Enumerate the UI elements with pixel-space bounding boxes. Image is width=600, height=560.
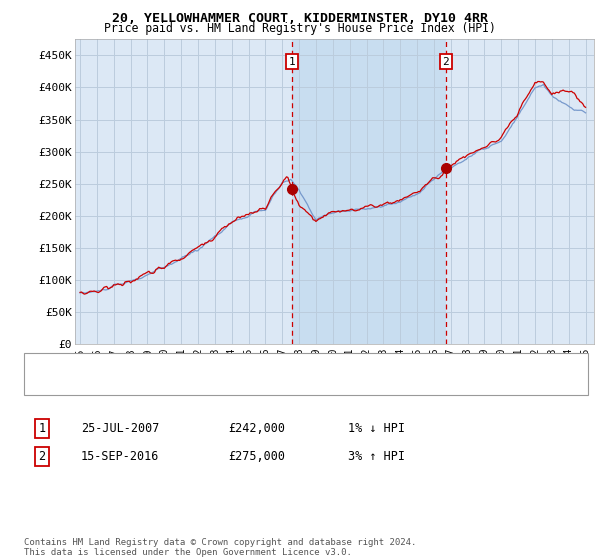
Text: Price paid vs. HM Land Registry's House Price Index (HPI): Price paid vs. HM Land Registry's House …: [104, 22, 496, 35]
Text: £242,000: £242,000: [228, 422, 285, 435]
Text: 2: 2: [38, 450, 46, 463]
Text: 1: 1: [38, 422, 46, 435]
Text: £275,000: £275,000: [228, 450, 285, 463]
Text: 2: 2: [443, 57, 449, 67]
Text: 3% ↑ HPI: 3% ↑ HPI: [348, 450, 405, 463]
Text: 1: 1: [289, 57, 295, 67]
Bar: [292, 39, 446, 344]
Text: 15-SEP-2016: 15-SEP-2016: [81, 450, 160, 463]
Text: 20, YELLOWHAMMER COURT, KIDDERMINSTER, DY10 4RR (detached house): 20, YELLOWHAMMER COURT, KIDDERMINSTER, D…: [84, 360, 468, 370]
Text: 25-JUL-2007: 25-JUL-2007: [81, 422, 160, 435]
Text: 20, YELLOWHAMMER COURT, KIDDERMINSTER, DY10 4RR: 20, YELLOWHAMMER COURT, KIDDERMINSTER, D…: [112, 12, 488, 25]
Text: HPI: Average price, detached house, Wyre Forest: HPI: Average price, detached house, Wyre…: [84, 378, 366, 388]
Text: 1% ↓ HPI: 1% ↓ HPI: [348, 422, 405, 435]
Text: Contains HM Land Registry data © Crown copyright and database right 2024.
This d: Contains HM Land Registry data © Crown c…: [24, 538, 416, 557]
